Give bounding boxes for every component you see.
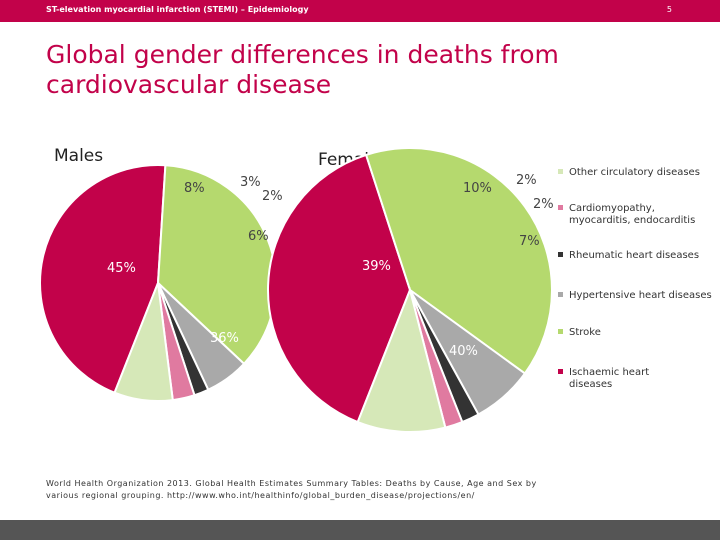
female-label-3: 2% — [533, 197, 554, 212]
female-label-0: 39% — [362, 259, 391, 274]
footer-bar — [0, 520, 720, 540]
female-label-2: 7% — [519, 234, 540, 249]
legend-swatch — [558, 169, 563, 174]
legend-swatch — [558, 252, 563, 257]
page-number: 5 — [666, 5, 672, 14]
male-label-2: 6% — [248, 229, 269, 244]
female-label-1: 40% — [449, 344, 478, 359]
legend-swatch — [558, 205, 563, 210]
male-label-1: 36% — [210, 331, 239, 346]
female-label-4: 2% — [516, 173, 537, 188]
male-slice-0 — [39, 164, 167, 395]
legend-swatch — [558, 369, 563, 374]
male-label-4: 3% — [240, 175, 261, 190]
header-bar: ST-elevation myocardial infarction (STEM… — [0, 0, 720, 22]
legend-label: Hypertensive heart diseases — [569, 290, 712, 301]
males-label: Males — [54, 146, 104, 166]
male-label-3: 2% — [262, 189, 283, 204]
female-slice-1 — [364, 147, 554, 375]
header-text: ST-elevation myocardial infarction (STEM… — [46, 5, 309, 14]
female-slice-0 — [267, 153, 412, 424]
legend-swatch — [558, 329, 563, 334]
male-label-5: 8% — [184, 181, 205, 196]
male-slice-1 — [156, 164, 278, 366]
female-slice-5 — [356, 286, 447, 433]
female-label-5: 10% — [463, 181, 492, 196]
male-label-0: 45% — [107, 261, 136, 276]
legend-label: Cardiomyopathy, myocarditis, endocarditi… — [569, 203, 696, 226]
legend-label: Rheumatic heart diseases — [569, 250, 700, 261]
source-citation: World Health Organization 2013. Global H… — [46, 479, 537, 500]
male-slice-5 — [113, 282, 174, 402]
slide-title: Global gender differences in deaths from… — [46, 40, 559, 99]
legend-label: Other circulatory diseases — [569, 167, 700, 178]
legend-label: Ischaemic heart diseases — [569, 367, 650, 390]
legend-label: Stroke — [569, 327, 601, 338]
legend-swatch — [558, 292, 563, 297]
